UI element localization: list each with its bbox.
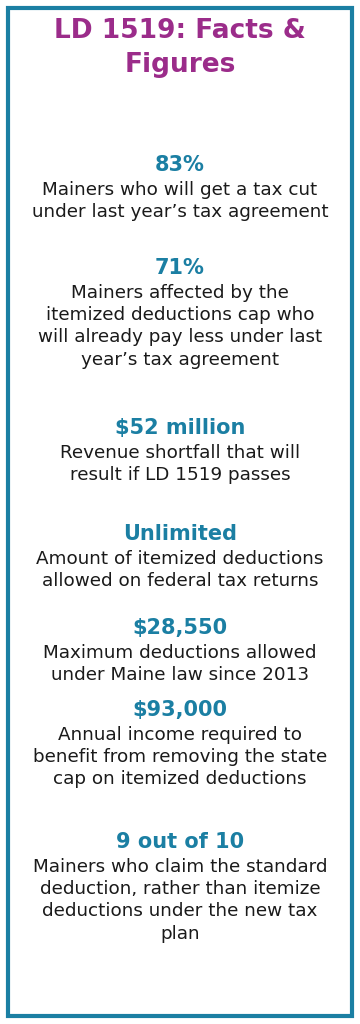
Text: 71%: 71% [155,258,205,278]
Text: Annual income required to
benefit from removing the state
cap on itemized deduct: Annual income required to benefit from r… [33,726,327,788]
Text: Revenue shortfall that will
result if LD 1519 passes: Revenue shortfall that will result if LD… [60,444,300,484]
Text: Mainers affected by the
itemized deductions cap who
will already pay less under : Mainers affected by the itemized deducti… [38,284,322,369]
Text: 9 out of 10: 9 out of 10 [116,831,244,852]
Text: Amount of itemized deductions
allowed on federal tax returns: Amount of itemized deductions allowed on… [36,550,324,590]
Text: Mainers who will get a tax cut
under last year’s tax agreement: Mainers who will get a tax cut under las… [32,181,328,221]
Text: Unlimited: Unlimited [123,524,237,544]
Text: Maximum deductions allowed
under Maine law since 2013: Maximum deductions allowed under Maine l… [43,644,317,684]
Text: Mainers who claim the standard
deduction, rather than itemize
deductions under t: Mainers who claim the standard deduction… [33,858,327,943]
Text: 83%: 83% [155,155,205,175]
Text: $52 million: $52 million [115,418,245,438]
Text: $93,000: $93,000 [132,700,228,720]
Text: LD 1519: Facts &
Figures: LD 1519: Facts & Figures [54,18,306,78]
Text: $28,550: $28,550 [132,618,228,638]
